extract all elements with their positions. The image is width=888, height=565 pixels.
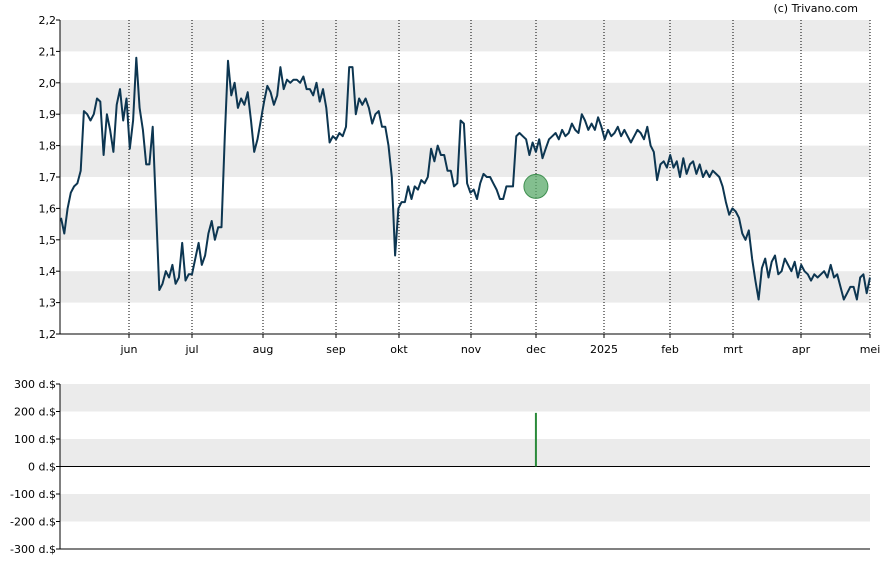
volume-y-tick-label: 0 d.$ (28, 461, 56, 474)
price-y-tick-label: 2,2 (39, 14, 57, 27)
price-grid-band (60, 271, 870, 303)
volume-y-tick-label: 200 d.$ (14, 406, 56, 419)
price-y-tick-label: 1,2 (39, 328, 57, 341)
month-tick-label: mei (860, 343, 881, 356)
volume-y-tick-label: -100 d.$ (10, 488, 56, 501)
month-tick-label: aug (253, 343, 274, 356)
month-tick-label: sep (326, 343, 345, 356)
month-tick-label: jul (184, 343, 198, 356)
price-grid-band (60, 20, 870, 52)
volume-grid-band (60, 494, 870, 522)
volume-y-tick-label: -300 d.$ (10, 543, 56, 556)
month-tick-label: apr (792, 343, 811, 356)
price-line (60, 56, 871, 301)
volume-grid-band (60, 439, 870, 467)
price-y-tick-label: 2,1 (39, 45, 57, 58)
volume-grid-band (60, 384, 870, 412)
month-tick-label: feb (661, 343, 679, 356)
price-y-tick-label: 1,3 (39, 297, 57, 310)
price-y-tick-label: 1,6 (39, 202, 57, 215)
credit-label: (c) Trivano.com (773, 2, 858, 15)
price-grid-band (60, 82, 870, 115)
price-grid-band (60, 208, 870, 240)
month-tick-label: 2025 (590, 343, 618, 356)
month-tick-label: dec (526, 343, 546, 356)
price-y-tick-label: 1,9 (39, 108, 57, 121)
price-y-tick-label: 1,7 (39, 171, 57, 184)
price-y-tick-label: 1,8 (39, 140, 57, 153)
volume-y-tick-label: 100 d.$ (14, 433, 56, 446)
month-tick-label: nov (461, 343, 482, 356)
price-y-tick-label: 1,4 (39, 265, 57, 278)
price-y-tick-label: 2,0 (39, 77, 57, 90)
month-tick-label: mrt (723, 343, 743, 356)
month-tick-label: jun (120, 343, 138, 356)
event-marker (523, 173, 549, 199)
volume-y-tick-label: 300 d.$ (14, 378, 56, 391)
volume-y-tick-label: -200 d.$ (10, 516, 56, 529)
month-tick-label: okt (390, 343, 408, 356)
price-y-tick-label: 1,5 (39, 234, 57, 247)
